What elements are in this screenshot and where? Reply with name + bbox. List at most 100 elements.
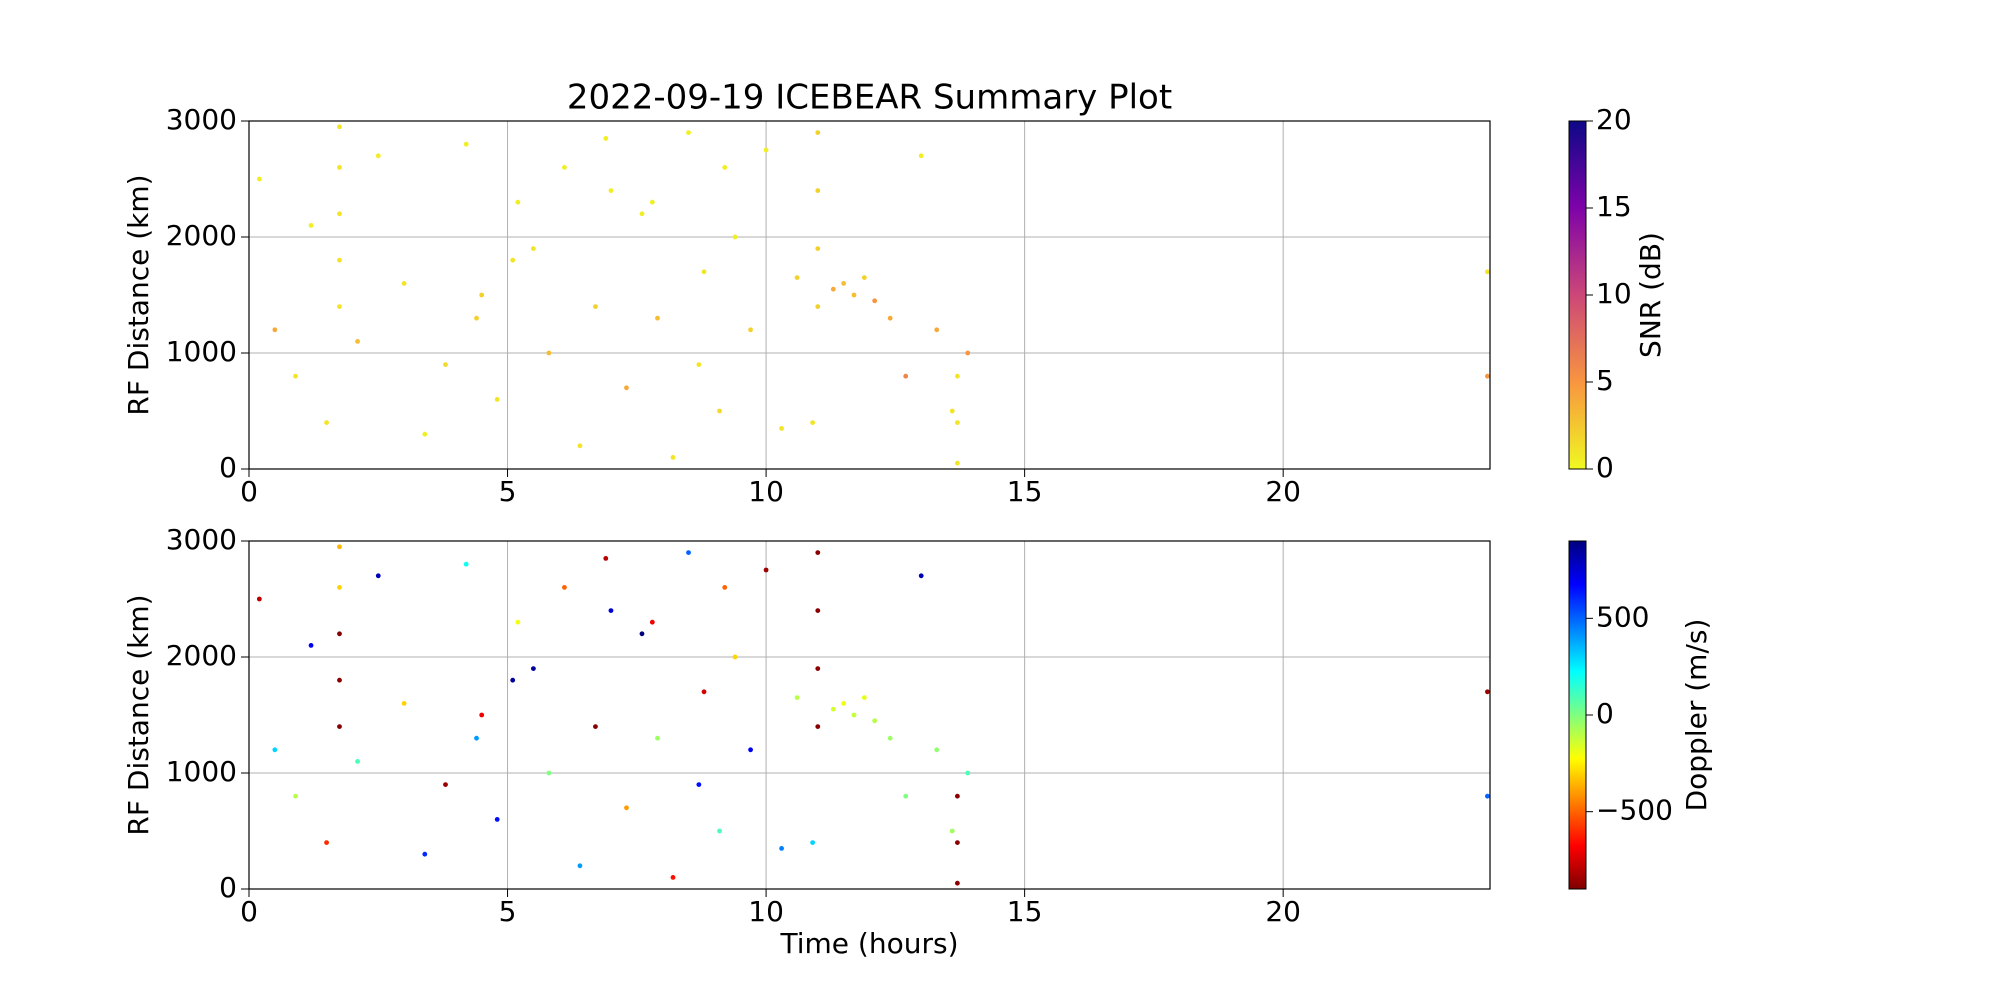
data-point [293,793,298,799]
data-point [763,567,769,573]
x-tick-label: 5 [499,895,517,928]
data-point [934,327,940,333]
colorbar-tick-label: 500 [1596,600,1649,633]
data-point [830,706,836,712]
data-point [639,211,645,217]
data-point [256,596,262,602]
data-point [748,747,753,753]
colorbar-tick-label: 20 [1596,103,1632,136]
data-point [670,455,676,460]
data-point [603,556,609,561]
data-point [748,327,753,333]
data-point [955,793,960,799]
data-point [815,608,821,613]
data-point [686,130,691,136]
data-point [562,165,567,170]
data-point [337,677,342,683]
data-point [670,875,676,880]
data-point [934,747,940,753]
y-tick-label: 1000 [166,335,237,368]
data-point [717,828,722,834]
colorbar [1568,540,1587,890]
data-point [463,561,469,567]
data-point [887,735,893,741]
data-point [1485,793,1490,799]
data-point [355,339,360,344]
data-point [965,350,971,356]
y-tick-label: 0 [219,871,237,904]
data-point [810,840,816,845]
data-point [337,304,342,309]
data-point [324,420,329,425]
colorbar-tick-label: −500 [1596,794,1673,827]
data-point [337,165,342,170]
y-axis-label: RF Distance (km) [122,594,155,835]
data-point [401,281,407,286]
data-point [422,431,428,437]
colorbar-label: SNR (dB) [1634,232,1667,358]
data-point [375,153,381,159]
data-point [815,130,821,136]
colorbar-tick-label: 0 [1596,697,1614,730]
data-point [686,550,691,555]
data-point [965,770,971,776]
x-tick-label: 20 [1265,475,1301,508]
data-point [815,666,821,671]
data-point [530,666,536,671]
data-point [337,724,342,729]
data-point [732,654,738,660]
data-point [722,585,728,590]
data-point [515,199,521,205]
data-point [401,701,407,706]
data-point [1485,269,1490,275]
data-point [649,199,655,205]
data-point [872,718,878,724]
data-point [515,619,521,625]
data-point [639,631,645,637]
data-point [546,770,552,776]
data-point [593,304,598,309]
chart-title: 2022-09-19 ICEBEAR Summary Plot [567,78,1172,118]
data-point [949,408,955,414]
data-point [955,373,960,379]
colorbar-tick-label: 5 [1596,364,1614,397]
y-tick-label: 2000 [166,639,237,672]
data-point [794,695,800,700]
colorbar-tick-label: 15 [1596,190,1632,223]
data-point [955,840,960,845]
data-point [649,619,655,625]
data-point [308,643,314,648]
x-tick-label: 15 [1007,895,1043,928]
data-point [337,544,342,550]
x-axis-label: Time (hours) [780,927,959,960]
data-point [494,817,500,822]
colorbar [1568,120,1587,470]
data-point [903,373,909,379]
data-point [861,695,867,700]
data-point [272,327,278,333]
x-tick-label: 15 [1007,475,1043,508]
data-point [949,828,955,834]
data-point [308,223,314,228]
data-point [422,851,428,857]
data-point [546,350,552,356]
data-point [696,362,702,367]
y-tick-label: 1000 [166,755,237,788]
data-point [841,281,847,286]
y-axis-label: RF Distance (km) [122,174,155,415]
data-point [577,443,583,449]
data-point [608,608,614,613]
data-point [841,701,847,706]
data-point [815,304,821,309]
data-point [861,275,867,280]
data-point [375,573,381,579]
axes: 0 5 10 15 20 0 1000 2000 3000 [166,103,1490,508]
data-point [577,863,583,869]
data-point [608,188,614,194]
data-point [474,315,479,321]
data-point [624,385,629,391]
y-tick-label: 3000 [166,523,237,556]
data-point [872,298,878,304]
data-point [494,397,500,402]
